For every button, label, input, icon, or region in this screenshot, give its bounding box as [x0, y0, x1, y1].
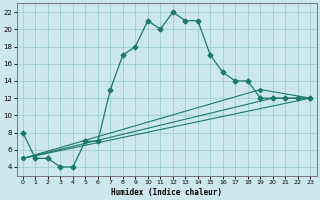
X-axis label: Humidex (Indice chaleur): Humidex (Indice chaleur) [111, 188, 222, 197]
